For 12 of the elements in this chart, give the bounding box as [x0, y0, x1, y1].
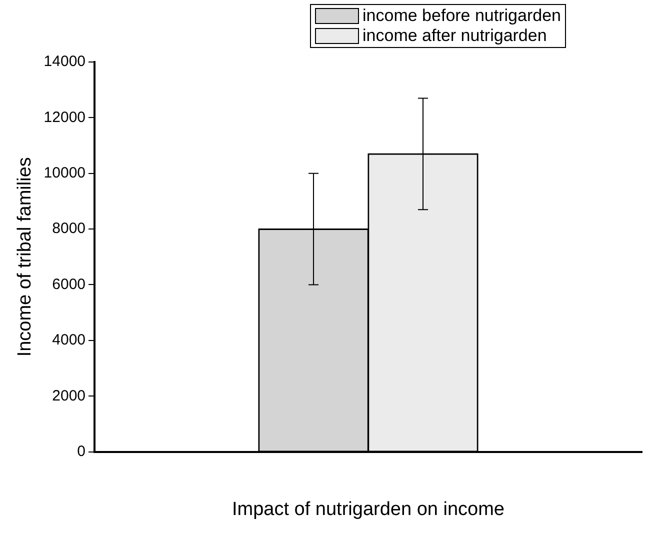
y-tick-label: 10000: [44, 164, 86, 182]
y-tick-label: 12000: [44, 108, 86, 126]
legend-label: income after nutrigarden: [362, 26, 547, 46]
y-tick-label: 14000: [44, 53, 86, 70]
y-tick-label: 0: [77, 442, 86, 460]
y-tick-label: 6000: [52, 276, 86, 293]
x-axis-title: Impact of nutrigarden on income: [232, 498, 505, 520]
y-tick-label: 4000: [52, 332, 86, 349]
y-axis-title: Income of tribal families: [14, 157, 36, 357]
legend-label: income before nutrigarden: [362, 6, 561, 26]
y-tick-label: 2000: [52, 387, 86, 404]
y-tick-label: 8000: [52, 220, 86, 238]
